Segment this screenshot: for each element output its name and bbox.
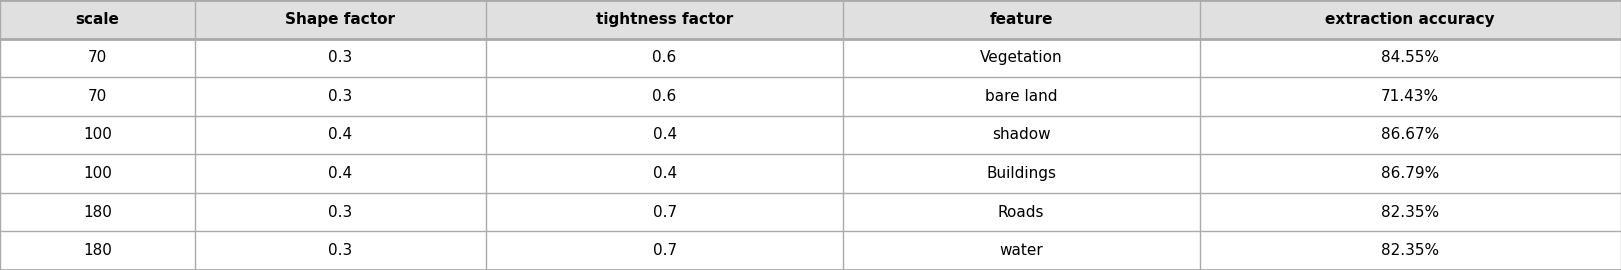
FancyBboxPatch shape: [195, 0, 486, 39]
FancyBboxPatch shape: [1200, 154, 1621, 193]
FancyBboxPatch shape: [843, 154, 1200, 193]
Text: 71.43%: 71.43%: [1381, 89, 1439, 104]
FancyBboxPatch shape: [195, 39, 486, 77]
FancyBboxPatch shape: [843, 0, 1200, 39]
Text: 0.7: 0.7: [653, 243, 676, 258]
FancyBboxPatch shape: [195, 154, 486, 193]
Text: 84.55%: 84.55%: [1381, 50, 1439, 65]
Text: water: water: [1000, 243, 1042, 258]
Text: shadow: shadow: [992, 127, 1050, 143]
Text: 0.3: 0.3: [329, 243, 352, 258]
FancyBboxPatch shape: [195, 116, 486, 154]
FancyBboxPatch shape: [843, 193, 1200, 231]
Text: 0.4: 0.4: [329, 127, 352, 143]
Text: 82.35%: 82.35%: [1381, 243, 1439, 258]
Text: scale: scale: [75, 12, 120, 27]
Text: 86.79%: 86.79%: [1381, 166, 1439, 181]
Text: 82.35%: 82.35%: [1381, 205, 1439, 220]
FancyBboxPatch shape: [1200, 77, 1621, 116]
Text: 0.6: 0.6: [653, 50, 676, 65]
FancyBboxPatch shape: [486, 39, 843, 77]
Text: bare land: bare land: [986, 89, 1057, 104]
Text: extraction accuracy: extraction accuracy: [1326, 12, 1495, 27]
FancyBboxPatch shape: [0, 77, 195, 116]
FancyBboxPatch shape: [195, 231, 486, 270]
FancyBboxPatch shape: [843, 116, 1200, 154]
Text: Roads: Roads: [999, 205, 1044, 220]
FancyBboxPatch shape: [486, 193, 843, 231]
FancyBboxPatch shape: [843, 39, 1200, 77]
Text: 180: 180: [83, 243, 112, 258]
FancyBboxPatch shape: [0, 193, 195, 231]
FancyBboxPatch shape: [1200, 39, 1621, 77]
FancyBboxPatch shape: [0, 154, 195, 193]
FancyBboxPatch shape: [195, 193, 486, 231]
Text: 0.4: 0.4: [653, 127, 676, 143]
FancyBboxPatch shape: [1200, 193, 1621, 231]
Text: 70: 70: [88, 89, 107, 104]
Text: 0.3: 0.3: [329, 205, 352, 220]
FancyBboxPatch shape: [1200, 116, 1621, 154]
FancyBboxPatch shape: [0, 39, 195, 77]
FancyBboxPatch shape: [195, 77, 486, 116]
Text: 100: 100: [83, 127, 112, 143]
FancyBboxPatch shape: [1200, 0, 1621, 39]
Text: 0.6: 0.6: [653, 89, 676, 104]
FancyBboxPatch shape: [843, 77, 1200, 116]
Text: 100: 100: [83, 166, 112, 181]
Text: Buildings: Buildings: [986, 166, 1057, 181]
Text: Shape factor: Shape factor: [285, 12, 396, 27]
Text: 0.3: 0.3: [329, 89, 352, 104]
Text: tightness factor: tightness factor: [597, 12, 733, 27]
Text: 0.4: 0.4: [653, 166, 676, 181]
Text: 0.4: 0.4: [329, 166, 352, 181]
Text: feature: feature: [989, 12, 1054, 27]
FancyBboxPatch shape: [486, 154, 843, 193]
FancyBboxPatch shape: [0, 116, 195, 154]
Text: 86.67%: 86.67%: [1381, 127, 1439, 143]
FancyBboxPatch shape: [486, 231, 843, 270]
FancyBboxPatch shape: [843, 231, 1200, 270]
Text: 0.3: 0.3: [329, 50, 352, 65]
FancyBboxPatch shape: [0, 231, 195, 270]
FancyBboxPatch shape: [1200, 231, 1621, 270]
FancyBboxPatch shape: [486, 77, 843, 116]
Text: 0.7: 0.7: [653, 205, 676, 220]
FancyBboxPatch shape: [486, 116, 843, 154]
FancyBboxPatch shape: [0, 0, 195, 39]
Text: 70: 70: [88, 50, 107, 65]
Text: Vegetation: Vegetation: [981, 50, 1062, 65]
Text: 180: 180: [83, 205, 112, 220]
FancyBboxPatch shape: [486, 0, 843, 39]
